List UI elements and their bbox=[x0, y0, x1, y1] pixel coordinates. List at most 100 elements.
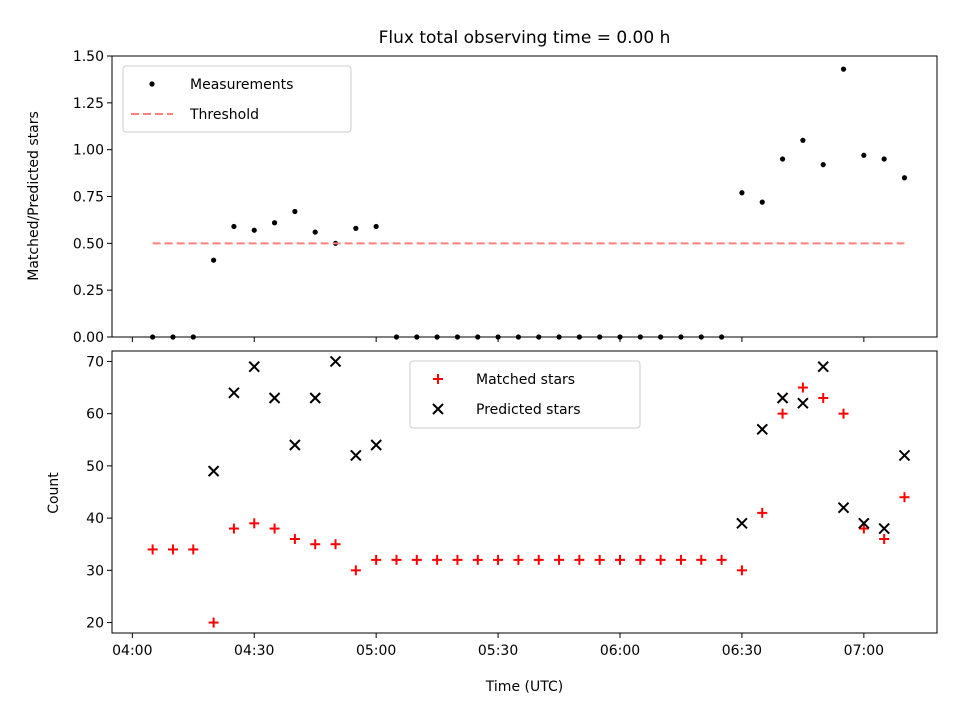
matched-stars-point bbox=[574, 554, 585, 565]
matched-stars-point bbox=[269, 523, 280, 534]
top-y-tick-label: 0.25 bbox=[73, 283, 104, 299]
legend-predicted-label: Predicted stars bbox=[476, 402, 581, 418]
matched-stars-point bbox=[167, 544, 178, 555]
matched-stars-point bbox=[452, 554, 463, 565]
predicted-stars-point bbox=[329, 355, 342, 368]
legend-box bbox=[409, 360, 641, 429]
bottom-y-tick-label: 20 bbox=[86, 616, 104, 632]
x-tick-label: 04:00 bbox=[112, 643, 152, 659]
measurement-point bbox=[251, 227, 257, 233]
matched-stars-point bbox=[635, 554, 646, 565]
measurement-point bbox=[901, 175, 908, 181]
chart-title: Flux total observing time = 0.00 h bbox=[379, 28, 671, 48]
bottom-y-tick-label: 70 bbox=[86, 354, 104, 370]
matched-stars-point bbox=[838, 408, 849, 419]
measurement-point bbox=[231, 223, 237, 230]
matched-stars-point bbox=[188, 544, 199, 555]
x-axis-label: Time (UTC) bbox=[485, 679, 563, 695]
top-axes-frame bbox=[111, 55, 938, 338]
bottom-y-tick-label: 30 bbox=[86, 563, 104, 579]
measurement-point bbox=[779, 156, 786, 162]
matched-stars-point bbox=[513, 554, 524, 565]
top-y-tick-label: 0.00 bbox=[73, 330, 104, 346]
predicted-stars-point bbox=[776, 392, 789, 404]
measurement-point bbox=[759, 199, 765, 205]
x-tick-label: 04:30 bbox=[234, 643, 274, 659]
measurement-point bbox=[292, 208, 298, 215]
x-tick-label: 05:00 bbox=[356, 643, 396, 659]
bottom-series-matched-stars bbox=[147, 382, 910, 628]
legend-matched-marker bbox=[433, 374, 443, 384]
top-y-tick-label: 0.75 bbox=[73, 190, 104, 206]
matched-stars-point bbox=[371, 554, 382, 565]
measurement-point bbox=[312, 229, 318, 235]
predicted-stars-point bbox=[350, 449, 362, 462]
matched-stars-point bbox=[472, 554, 483, 565]
predicted-stars-point bbox=[289, 439, 301, 451]
matched-stars-point bbox=[655, 554, 666, 565]
top-y-tick-label: 1.50 bbox=[73, 49, 104, 65]
matched-stars-point bbox=[147, 544, 158, 555]
matched-stars-point bbox=[675, 554, 686, 565]
measurement-point bbox=[800, 137, 806, 143]
matched-stars-point bbox=[818, 393, 829, 403]
top-y-tick-label: 0.50 bbox=[73, 236, 104, 252]
matched-stars-point bbox=[757, 507, 768, 518]
matched-stars-point bbox=[879, 534, 890, 544]
bottom-y-axis-label: Count bbox=[46, 472, 62, 514]
legend-threshold-label: Threshold bbox=[189, 107, 259, 123]
predicted-stars-point bbox=[248, 360, 260, 373]
matched-stars-point bbox=[391, 554, 402, 565]
matched-stars-point bbox=[411, 554, 422, 565]
matched-stars-point bbox=[330, 539, 341, 550]
matched-stars-point bbox=[777, 408, 788, 419]
matched-stars-point bbox=[310, 539, 321, 550]
legend-measurements-label: Measurements bbox=[190, 77, 293, 93]
bottom-y-tick-label: 50 bbox=[86, 459, 104, 475]
bottom-plot-area: 20 30 40 50 60 70 04:00 04:30 05:00 05:30 06:00 06:… bbox=[86, 350, 938, 659]
matched-stars-point bbox=[594, 554, 605, 565]
matched-stars-point bbox=[228, 523, 239, 534]
matched-stars-point bbox=[493, 554, 504, 565]
matched-stars-point bbox=[208, 617, 219, 628]
matched-stars-point bbox=[615, 554, 626, 565]
predicted-stars-point bbox=[878, 522, 890, 535]
bottom-series-predicted-stars bbox=[207, 355, 911, 535]
measurement-point bbox=[739, 190, 745, 196]
predicted-stars-point bbox=[309, 392, 321, 404]
predicted-stars-point bbox=[898, 449, 911, 462]
predicted-stars-point bbox=[268, 392, 281, 404]
top-plot-area: 0.00 0.25 0.50 0.75 1.00 1.25 1.50 Measurements… bbox=[73, 49, 938, 346]
predicted-stars-point bbox=[370, 439, 382, 451]
bottom-y-tick-label: 60 bbox=[86, 407, 104, 423]
bottom-axes-frame bbox=[111, 350, 938, 634]
matched-stars-point bbox=[736, 565, 747, 576]
matched-stars-point bbox=[533, 554, 544, 565]
measurement-point bbox=[881, 156, 887, 162]
predicted-stars-point bbox=[837, 501, 850, 514]
matched-stars-point bbox=[350, 565, 361, 576]
top-y-tick-label: 1.25 bbox=[73, 96, 104, 112]
x-tick-label: 06:30 bbox=[722, 643, 762, 659]
matched-stars-point bbox=[899, 492, 910, 503]
predicted-stars-point bbox=[228, 387, 240, 399]
bottom-y-tick-label: 40 bbox=[86, 511, 104, 527]
predicted-stars-point bbox=[736, 517, 748, 530]
predicted-stars-point bbox=[817, 360, 829, 373]
measurement-point bbox=[820, 162, 826, 168]
predicted-stars-point bbox=[858, 517, 870, 530]
predicted-stars-point bbox=[207, 465, 220, 477]
top-legend: Measurements Threshold bbox=[122, 65, 352, 133]
matched-stars-point bbox=[797, 382, 808, 393]
matched-stars-point bbox=[858, 523, 869, 534]
matched-stars-point bbox=[554, 554, 565, 565]
x-tick-label: 05:30 bbox=[478, 643, 518, 659]
matched-stars-point bbox=[716, 554, 727, 565]
matched-stars-point bbox=[696, 554, 707, 565]
x-tick-label: 07:00 bbox=[844, 643, 884, 659]
x-tick-label: 06:00 bbox=[600, 643, 640, 659]
measurement-point bbox=[353, 225, 359, 231]
measurement-point bbox=[211, 257, 217, 263]
predicted-stars-point bbox=[797, 397, 809, 409]
